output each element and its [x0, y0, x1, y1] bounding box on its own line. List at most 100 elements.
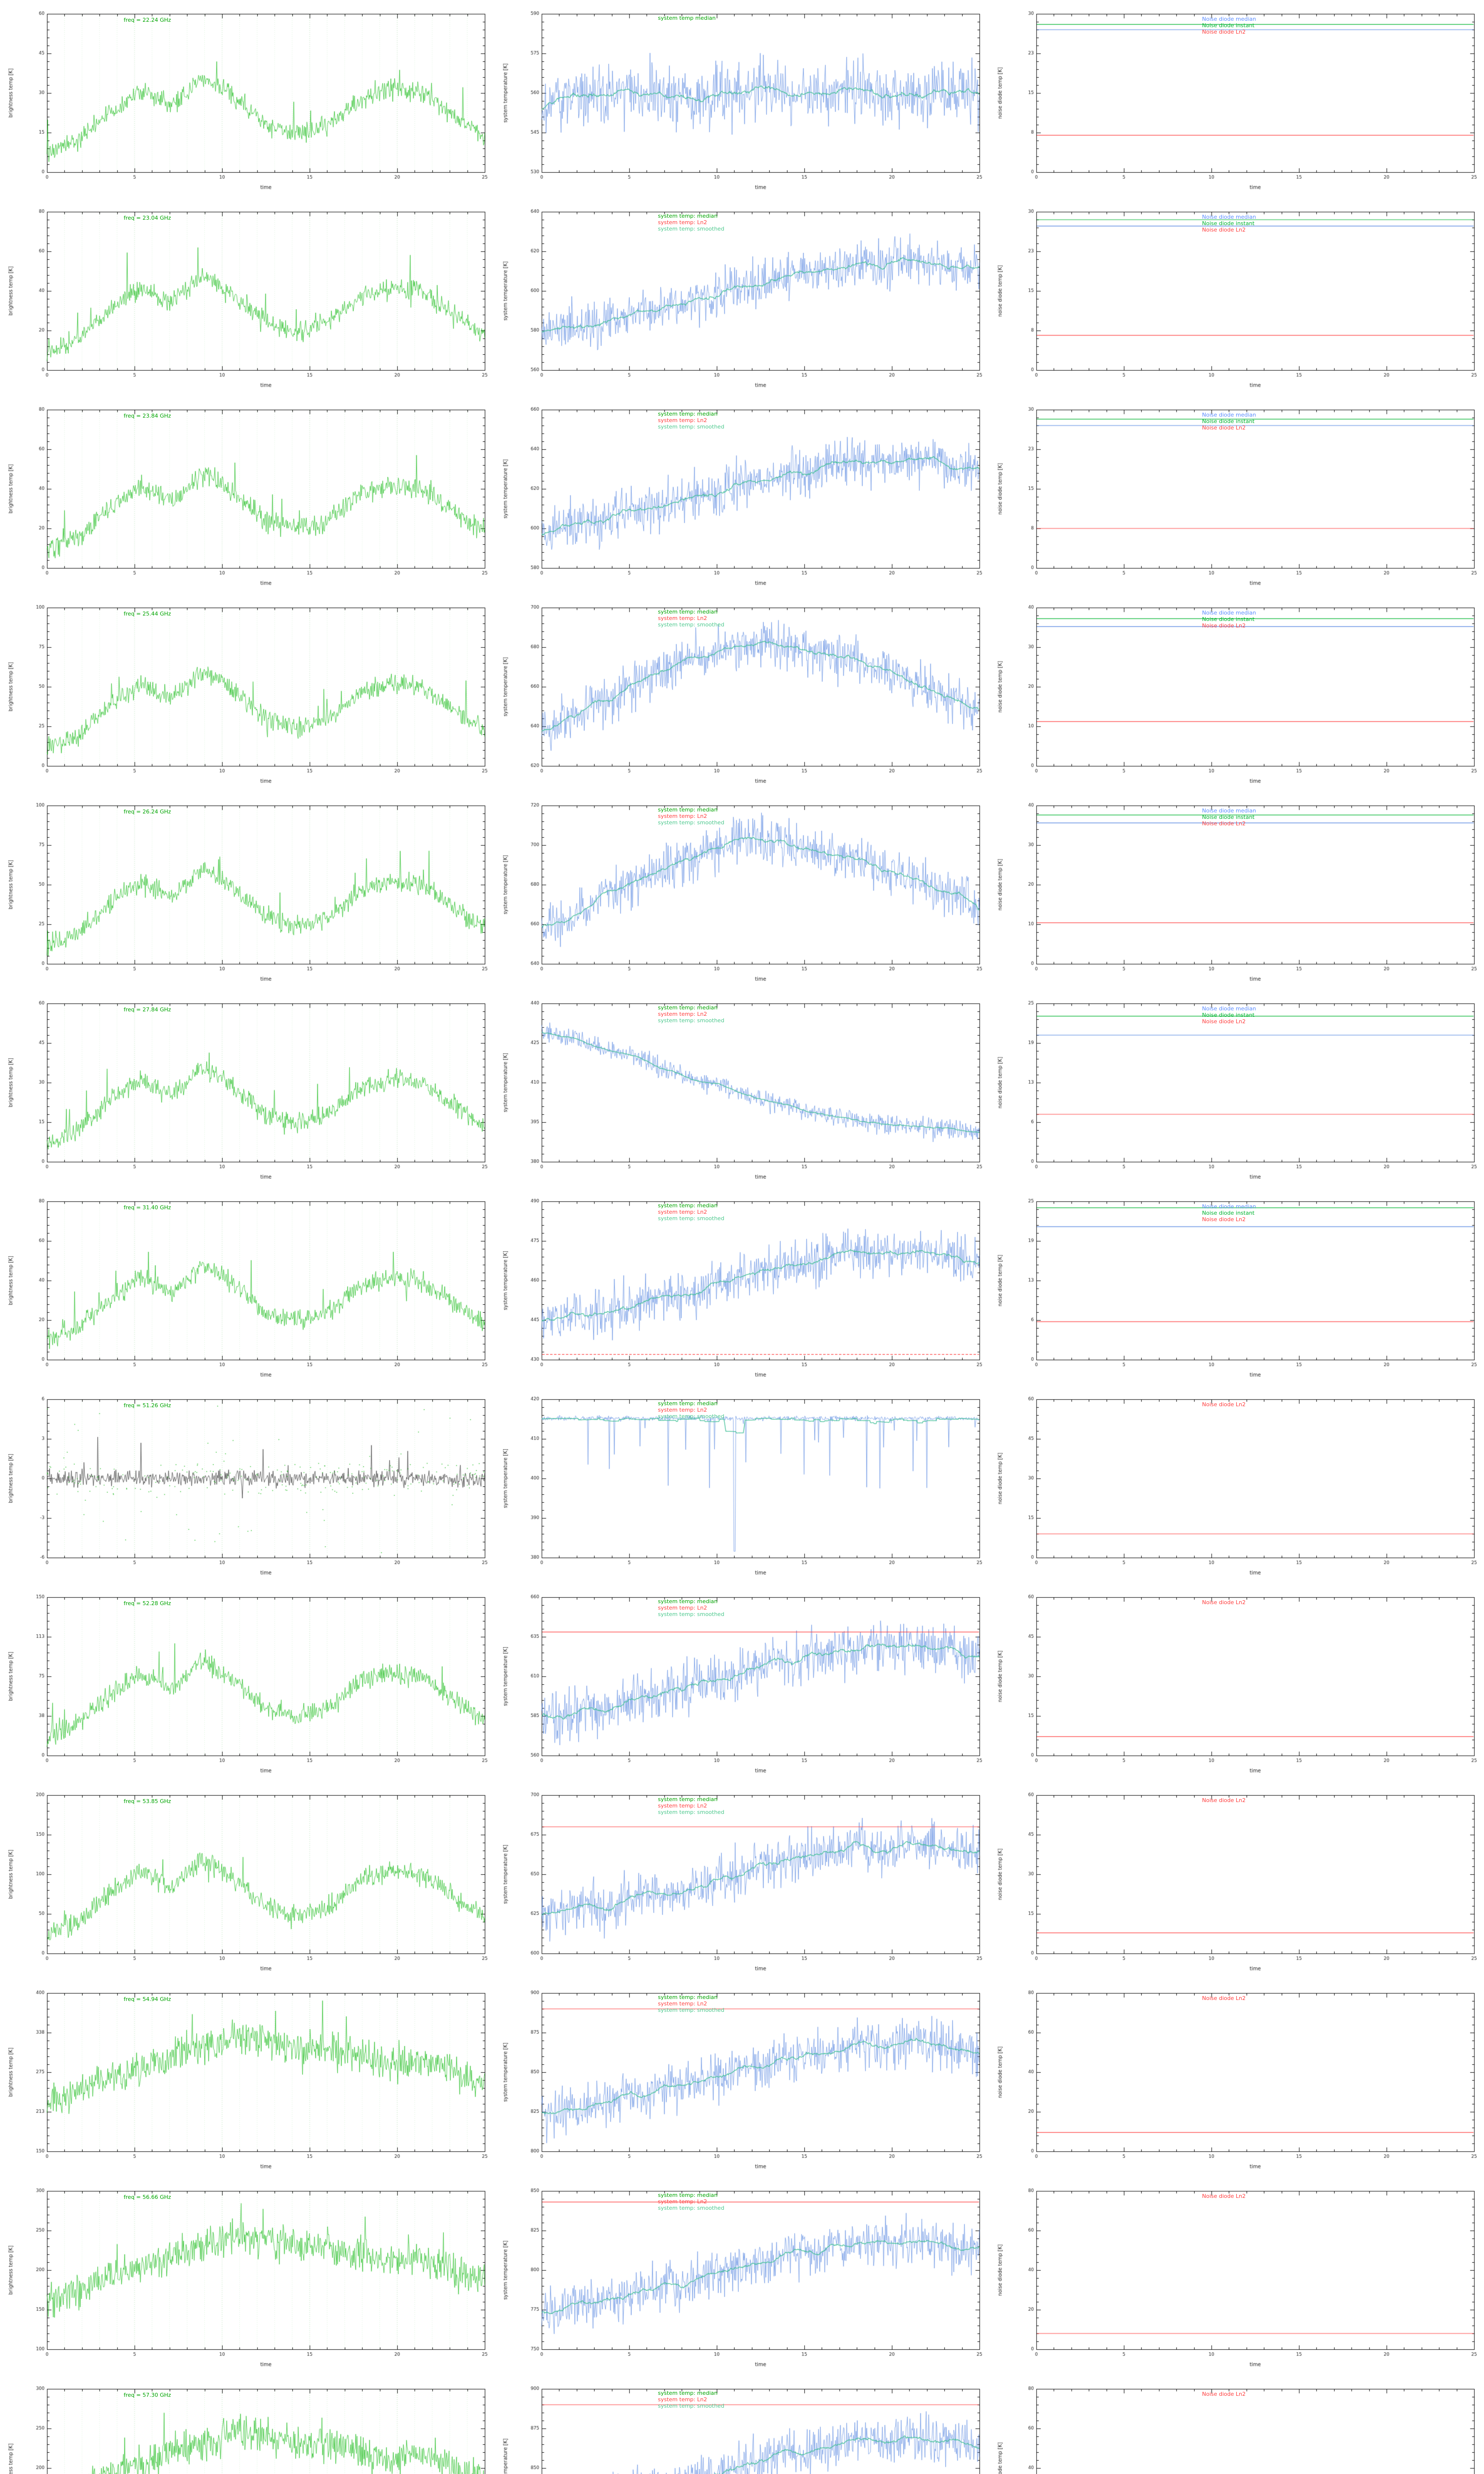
system-temp-panel-row-2: system temp: median system temp: Ln2 syste…: [495, 198, 989, 396]
legend-entry: Noise diode instant: [1202, 22, 1255, 29]
legend-entry: system temp: median: [658, 1598, 718, 1605]
noise-diode-panel-row-9: Noise diode Ln2: [989, 1583, 1484, 1781]
legend-entry: Noise diode median: [1202, 610, 1256, 616]
noise-diode-legend: Noise diode Ln2: [1202, 1401, 1246, 1408]
brightness-panel-row-7: freq = 31.40 GHz: [0, 1188, 495, 1385]
frequency-label: freq = 23.04 GHz: [124, 215, 171, 221]
legend-entry: Noise diode median: [1202, 214, 1256, 220]
frequency-label: freq = 26.24 GHz: [124, 809, 171, 815]
brightness-panel-row-5: freq = 26.24 GHz: [0, 792, 495, 990]
legend-entry: system temp: smoothed: [658, 1611, 725, 1618]
noise-diode-plot-canvas-row-5: [989, 792, 1484, 990]
system-temp-panel-row-8: system temp: median system temp: Ln2 syste…: [495, 1385, 989, 1583]
noise-diode-panel-row-6: Noise diode median Noise diode instant Noi…: [989, 990, 1484, 1188]
system-temp-plot-canvas-row-12: [495, 2177, 989, 2375]
brightness-panel-row-12: freq = 56.66 GHz: [0, 2177, 495, 2375]
noise-diode-plot-canvas-row-13: [989, 2375, 1484, 2474]
legend-entry: system temp: median: [658, 2390, 718, 2396]
noise-diode-plot-canvas-row-1: [989, 0, 1484, 198]
system-temp-panel-row-7: system temp: median system temp: Ln2 syste…: [495, 1188, 989, 1385]
noise-diode-panel-row-12: Noise diode Ln2: [989, 2177, 1484, 2375]
legend-entry: system temp: Ln2: [658, 1011, 707, 1017]
brightness-plot-canvas-row-3: [0, 396, 495, 594]
system-temp-plot-canvas-row-10: [495, 1781, 989, 1979]
frequency-label: freq = 52.28 GHz: [124, 1600, 171, 1607]
system-temp-legend: system temp: median system temp: Ln2 syste…: [658, 411, 724, 430]
legend-entry: Noise diode Ln2: [1202, 820, 1246, 827]
system-temp-plot-canvas-row-2: [495, 198, 989, 396]
legend-entry: Noise diode Ln2: [1202, 1599, 1246, 1606]
system-temp-panel-row-1: system temp median: [495, 0, 989, 198]
legend-entry: Noise diode Ln2: [1202, 29, 1246, 35]
frequency-label: freq = 56.66 GHz: [124, 2194, 171, 2200]
legend-entry: Noise diode instant: [1202, 1210, 1255, 1216]
system-temp-plot-canvas-row-13: [495, 2375, 989, 2474]
legend-entry: system temp: median: [658, 2192, 718, 2198]
noise-diode-legend: Noise diode median Noise diode instant Noi…: [1202, 610, 1256, 629]
system-temp-plot-canvas-row-9: [495, 1583, 989, 1781]
system-temp-plot-canvas-row-11: [495, 1979, 989, 2177]
frequency-label: freq = 54.94 GHz: [124, 1996, 171, 2002]
legend-entry: Noise diode Ln2: [1202, 2193, 1246, 2199]
brightness-panel-row-1: freq = 22.24 GHz: [0, 0, 495, 198]
system-temp-legend: system temp: median system temp: Ln2 syste…: [658, 1598, 724, 1618]
brightness-panel-row-2: freq = 23.04 GHz: [0, 198, 495, 396]
legend-entry: system temp: smoothed: [658, 424, 725, 430]
noise-diode-panel-row-5: Noise diode median Noise diode instant Noi…: [989, 792, 1484, 990]
legend-entry: system temp: median: [658, 609, 718, 615]
legend-entry: system temp: smoothed: [658, 819, 725, 826]
system-temp-plot-canvas-row-7: [495, 1188, 989, 1385]
noise-diode-legend: Noise diode Ln2: [1202, 2391, 1246, 2397]
brightness-plot-canvas-row-7: [0, 1188, 495, 1385]
system-temp-panel-row-3: system temp: median system temp: Ln2 syste…: [495, 396, 989, 594]
legend-entry: system temp median: [658, 15, 716, 21]
system-temp-legend: system temp: median system temp: Ln2 syste…: [658, 2390, 724, 2409]
system-temp-panel-row-4: system temp: median system temp: Ln2 syste…: [495, 594, 989, 792]
legend-entry: system temp: smoothed: [658, 1017, 725, 1024]
system-temp-panel-row-13: system temp: median system temp: Ln2 syste…: [495, 2375, 989, 2474]
legend-entry: system temp: smoothed: [658, 2007, 725, 2013]
brightness-panel-row-6: freq = 27.84 GHz: [0, 990, 495, 1188]
brightness-panel-row-13: freq = 57.30 GHz: [0, 2375, 495, 2474]
legend-entry: Noise diode median: [1202, 1005, 1256, 1012]
noise-diode-legend: Noise diode Ln2: [1202, 1797, 1246, 1804]
system-temp-panel-row-9: system temp: median system temp: Ln2 syste…: [495, 1583, 989, 1781]
brightness-panel-row-8: freq = 51.26 GHz: [0, 1385, 495, 1583]
system-temp-panel-row-12: system temp: median system temp: Ln2 syste…: [495, 2177, 989, 2375]
legend-entry: system temp: median: [658, 1004, 718, 1011]
plot-row-1: freq = 22.24 GHz system temp median Noise …: [0, 0, 1484, 198]
legend-entry: system temp: smoothed: [658, 2205, 725, 2211]
legend-entry: system temp: Ln2: [658, 1209, 707, 1215]
legend-entry: system temp: median: [658, 1400, 718, 1407]
system-temp-legend: system temp: median system temp: Ln2 syste…: [658, 1004, 724, 1024]
legend-entry: system temp: Ln2: [658, 2396, 707, 2403]
legend-entry: system temp: median: [658, 1796, 718, 1803]
system-temp-plot-canvas-row-5: [495, 792, 989, 990]
legend-entry: system temp: Ln2: [658, 417, 707, 424]
plot-row-13: freq = 57.30 GHz system temp: median syste…: [0, 2375, 1484, 2474]
brightness-panel-row-4: freq = 25.44 GHz: [0, 594, 495, 792]
noise-diode-legend: Noise diode median Noise diode instant Noi…: [1202, 808, 1256, 827]
frequency-label: freq = 27.84 GHz: [124, 1006, 171, 1013]
legend-entry: system temp: smoothed: [658, 1413, 725, 1420]
system-temp-legend: system temp: median system temp: Ln2 syste…: [658, 2192, 724, 2211]
legend-entry: Noise diode Ln2: [1202, 1216, 1246, 1223]
legend-entry: Noise diode median: [1202, 808, 1256, 814]
legend-entry: system temp: smoothed: [658, 1215, 725, 1222]
legend-entry: Noise diode instant: [1202, 418, 1255, 425]
brightness-plot-canvas-row-2: [0, 198, 495, 396]
noise-diode-panel-row-13: Noise diode Ln2: [989, 2375, 1484, 2474]
system-temp-legend: system temp: median system temp: Ln2 syste…: [658, 1400, 724, 1420]
system-temp-legend: system temp: median system temp: Ln2 syste…: [658, 213, 724, 232]
noise-diode-panel-row-7: Noise diode median Noise diode instant Noi…: [989, 1188, 1484, 1385]
system-temp-legend: system temp: median system temp: Ln2 syste…: [658, 1202, 724, 1222]
brightness-plot-canvas-row-13: [0, 2375, 495, 2474]
noise-diode-panel-row-3: Noise diode median Noise diode instant Noi…: [989, 396, 1484, 594]
legend-entry: system temp: smoothed: [658, 621, 725, 628]
brightness-plot-canvas-row-10: [0, 1781, 495, 1979]
noise-diode-panel-row-11: Noise diode Ln2: [989, 1979, 1484, 2177]
system-temp-plot-canvas-row-6: [495, 990, 989, 1188]
legend-entry: Noise diode median: [1202, 412, 1256, 418]
noise-diode-panel-row-1: Noise diode median Noise diode instant Noi…: [989, 0, 1484, 198]
